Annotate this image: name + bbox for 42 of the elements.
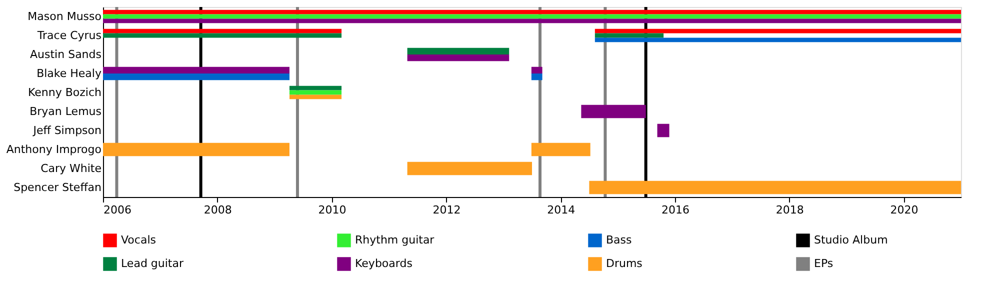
y-tick-label: Jeff Simpson bbox=[32, 124, 102, 137]
bar bbox=[103, 14, 961, 19]
legend-label: Bass bbox=[606, 233, 632, 246]
bar bbox=[103, 142, 290, 156]
bar bbox=[594, 38, 961, 42]
bar bbox=[103, 74, 290, 80]
x-tick-label: 2016 bbox=[662, 204, 690, 216]
bar bbox=[407, 162, 532, 176]
legend-label: Drums bbox=[606, 257, 643, 270]
x-tick-label: 2006 bbox=[104, 204, 132, 216]
bar bbox=[589, 180, 961, 194]
bar bbox=[407, 54, 510, 62]
x-tick-label: 2012 bbox=[432, 204, 461, 216]
y-tick-label: Trace Cyrus bbox=[36, 29, 102, 42]
y-tick-label: Bryan Lemus bbox=[30, 105, 102, 118]
y-tick-label: Cary White bbox=[40, 162, 102, 175]
legend-label: Keyboards bbox=[355, 257, 413, 270]
x-tick-label: 2018 bbox=[776, 204, 804, 216]
y-tick-label: Mason Musso bbox=[28, 10, 102, 23]
legend-label: Lead guitar bbox=[121, 257, 184, 270]
bar bbox=[289, 90, 342, 95]
bar bbox=[531, 74, 542, 80]
x-tick-label: 2020 bbox=[890, 204, 918, 216]
y-tick-label: Kenny Bozich bbox=[28, 86, 102, 99]
bar bbox=[531, 66, 542, 74]
y-tick-label: Blake Healy bbox=[36, 67, 102, 80]
bar bbox=[289, 86, 342, 90]
y-tick-label: Spencer Steffan bbox=[14, 181, 102, 194]
legend-label: Rhythm guitar bbox=[355, 233, 435, 246]
x-tick-label: 2014 bbox=[547, 204, 576, 216]
legend-label: Studio Album bbox=[814, 233, 888, 246]
bar bbox=[103, 28, 342, 34]
x-tick-label: 2010 bbox=[318, 204, 346, 216]
y-tick-label: Austin Sands bbox=[30, 48, 102, 61]
y-tick-label: Anthony Improgo bbox=[6, 143, 102, 156]
bar bbox=[103, 10, 961, 14]
bar bbox=[594, 28, 961, 34]
bar bbox=[531, 142, 590, 156]
bar bbox=[594, 33, 664, 38]
legend-label: EPs bbox=[814, 257, 834, 270]
x-tick-label: 2008 bbox=[204, 204, 232, 216]
legend-label: Vocals bbox=[121, 233, 156, 246]
